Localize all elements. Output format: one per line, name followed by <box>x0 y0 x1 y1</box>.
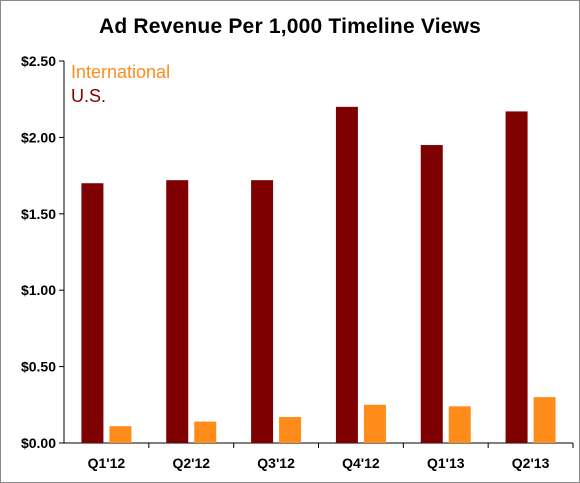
bar-us-3 <box>335 106 358 443</box>
y-tick-label: $2.00 <box>21 129 56 145</box>
x-tick-label: Q2'12 <box>172 455 210 471</box>
x-tick-label: Q3'12 <box>257 455 295 471</box>
y-tick-label: $0.50 <box>21 359 56 375</box>
bar-international-3 <box>363 404 386 443</box>
legend-item-international: International <box>71 62 170 82</box>
y-tick-label: $1.50 <box>21 206 56 222</box>
bar-us-5 <box>505 111 528 443</box>
bar-us-2 <box>251 180 274 443</box>
x-tick-label: Q1'13 <box>427 455 465 471</box>
y-tick-label: $2.50 <box>21 53 56 69</box>
chart-title: Ad Revenue Per 1,000 Timeline Views <box>98 15 482 38</box>
bar-international-5 <box>533 397 556 443</box>
bar-us-0 <box>81 183 104 444</box>
bar-international-2 <box>279 417 302 443</box>
bar-international-0 <box>109 426 132 443</box>
y-tick-label: $0.00 <box>21 435 56 451</box>
bar-international-4 <box>448 406 471 443</box>
x-tick-label: Q1'12 <box>88 455 126 471</box>
x-tick-label: Q4'12 <box>342 455 380 471</box>
legend-item-us: U.S. <box>71 86 106 106</box>
bar-us-4 <box>420 145 443 444</box>
y-tick-label: $1.00 <box>21 282 56 298</box>
bar-international-1 <box>194 421 217 443</box>
bar-us-1 <box>166 180 189 443</box>
x-tick-label: Q2'13 <box>512 455 550 471</box>
